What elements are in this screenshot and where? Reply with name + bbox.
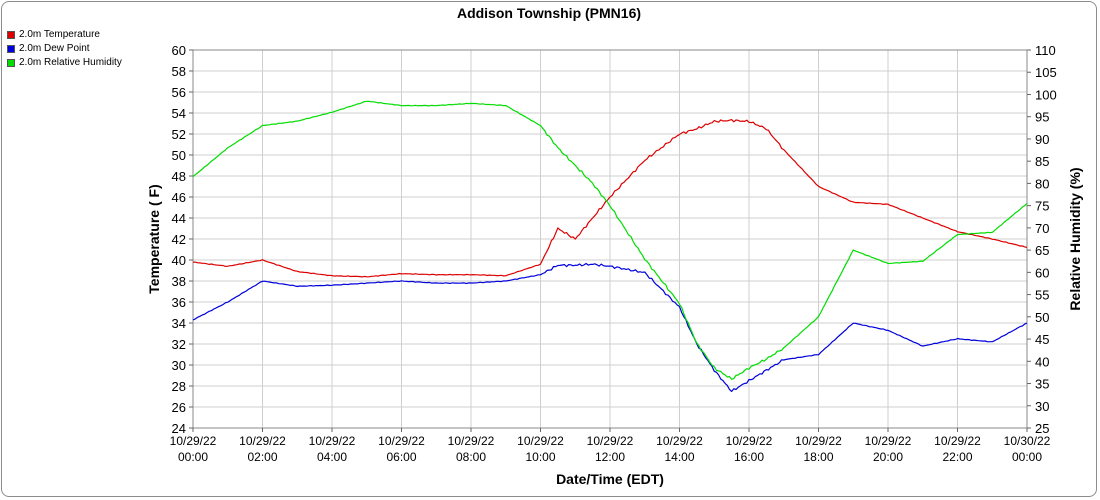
y2-tick-label: 110 <box>1035 43 1056 58</box>
y-tick-label: 56 <box>172 85 186 100</box>
x-axis-label: Date/Time (EDT) <box>556 471 664 487</box>
legend-swatch-relative-humidity <box>7 59 15 67</box>
y-tick-label: 30 <box>172 358 186 373</box>
y-tick-label: 60 <box>172 43 186 58</box>
y2-tick-label: 80 <box>1035 176 1049 191</box>
x-tick-time: 20:00 <box>873 450 903 464</box>
x-tick-time: 02:00 <box>247 450 277 464</box>
x-tick-time: 06:00 <box>386 450 416 464</box>
y-tick-label: 54 <box>172 106 186 121</box>
y-tick-label: 52 <box>172 127 186 142</box>
x-axis-ticks: 10/29/22 00:00 10/29/22 02:00 10/29/22 04:00 1… <box>170 428 1051 464</box>
y2-tick-label: 105 <box>1035 65 1057 80</box>
x-tick-date: 10/29/22 <box>170 434 217 448</box>
legend-label-relative-humidity: 2.0m Relative Humidity <box>19 57 122 68</box>
x-tick-date: 10/29/22 <box>517 434 564 448</box>
x-tick-date: 10/29/22 <box>378 434 425 448</box>
x-tick-date: 10/29/22 <box>726 434 773 448</box>
y-tick-label: 48 <box>172 169 186 184</box>
x-tick-time: 00:00 <box>178 450 208 464</box>
x-tick-time: 04:00 <box>317 450 347 464</box>
x-tick-date: 10/29/22 <box>795 434 842 448</box>
y2-tick-label: 25 <box>1035 421 1049 436</box>
y-tick-label: 38 <box>172 274 186 289</box>
legend-label-dew-point: 2.0m Dew Point <box>19 43 90 54</box>
x-tick-time: 12:00 <box>595 450 625 464</box>
x-tick-time: 18:00 <box>803 450 833 464</box>
y2-tick-label: 95 <box>1035 110 1049 125</box>
y2-tick-label: 85 <box>1035 154 1049 169</box>
left-axis-ticks: 24 26 28 30 32 34 36 38 40 42 44 46 48 50 52 54 56 58 60 <box>172 43 193 436</box>
y2-tick-label: 90 <box>1035 132 1049 147</box>
y2-tick-label: 65 <box>1035 243 1049 258</box>
y2-tick-label: 70 <box>1035 221 1049 236</box>
y2-tick-label: 75 <box>1035 199 1049 214</box>
y-tick-label: 32 <box>172 337 186 352</box>
series-line-2-0m-temperature <box>192 118 1028 278</box>
legend-swatch-temperature <box>7 31 15 39</box>
x-tick-date: 10/29/22 <box>239 434 286 448</box>
x-tick-date: 10/29/22 <box>309 434 356 448</box>
right-axis-ticks: 25 30 35 40 45 50 55 60 65 70 75 80 85 90 95 100 105 110 <box>1027 43 1057 436</box>
y-tick-label: 24 <box>172 421 186 436</box>
y2-tick-label: 35 <box>1035 377 1049 392</box>
chart-title: Addison Township (PMN16) <box>457 5 641 21</box>
y-tick-label: 28 <box>172 379 186 394</box>
y-tick-label: 44 <box>172 211 186 226</box>
x-tick-date: 10/30/22 <box>1004 434 1051 448</box>
y-axis-label: Temperature ( F) <box>146 184 162 293</box>
x-tick-date: 10/29/22 <box>448 434 495 448</box>
x-tick-date: 10/29/22 <box>865 434 912 448</box>
y2-tick-label: 55 <box>1035 288 1049 303</box>
legend: 2.0m Temperature 2.0m Dew Point 2.0m Rel… <box>7 28 122 70</box>
x-tick-time: 16:00 <box>734 450 764 464</box>
y-tick-label: 34 <box>172 316 186 331</box>
x-tick-date: 10/29/22 <box>934 434 981 448</box>
y-tick-label: 58 <box>172 64 186 79</box>
y-tick-label: 26 <box>172 400 186 415</box>
series-line-2-0m-dew-point <box>192 262 1028 393</box>
legend-item-relative-humidity: 2.0m Relative Humidity <box>7 56 122 70</box>
y2-tick-label: 60 <box>1035 265 1049 280</box>
x-tick-time: 08:00 <box>456 450 486 464</box>
y2-tick-label: 45 <box>1035 332 1049 347</box>
y2-tick-label: 30 <box>1035 399 1049 414</box>
x-tick-time: 14:00 <box>664 450 694 464</box>
grid <box>192 49 1028 429</box>
x-tick-time: 22:00 <box>942 450 972 464</box>
series-group <box>192 100 1028 393</box>
y-tick-label: 46 <box>172 190 186 205</box>
x-tick-date: 10/29/22 <box>587 434 634 448</box>
x-tick-time: 10:00 <box>525 450 555 464</box>
y-tick-label: 40 <box>172 253 186 268</box>
y-tick-label: 36 <box>172 295 186 310</box>
x-tick-date: 10/29/22 <box>656 434 703 448</box>
y2-tick-label: 40 <box>1035 354 1049 369</box>
y2-axis-label: Relative Humidity (%) <box>1067 167 1083 310</box>
legend-label-temperature: 2.0m Temperature <box>19 29 100 40</box>
legend-item-dew-point: 2.0m Dew Point <box>7 42 122 56</box>
legend-swatch-dew-point <box>7 45 15 53</box>
y2-tick-label: 50 <box>1035 310 1049 325</box>
y2-tick-label: 100 <box>1035 87 1057 102</box>
y-tick-label: 42 <box>172 232 186 247</box>
legend-item-temperature: 2.0m Temperature <box>7 28 122 42</box>
series-line-2-0m-relative-humidity <box>192 100 1028 380</box>
x-tick-time: 00:00 <box>1012 450 1042 464</box>
y-tick-label: 50 <box>172 148 186 163</box>
